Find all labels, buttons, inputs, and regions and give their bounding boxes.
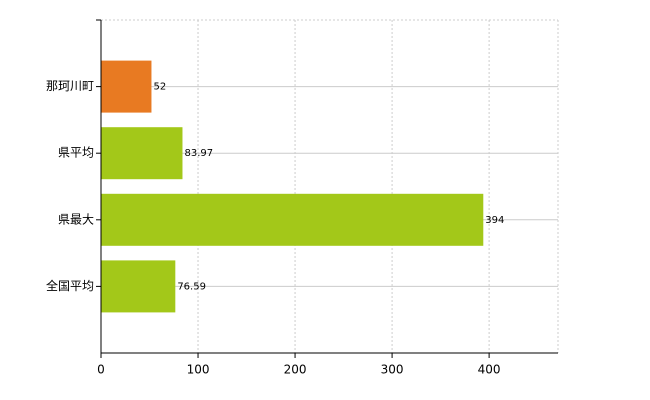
y-tick-label: 県平均 xyxy=(58,146,94,160)
bar xyxy=(101,127,183,180)
value-label: 83.97 xyxy=(184,148,213,159)
y-tick-label: 県最大 xyxy=(58,212,94,226)
x-tick-label: 200 xyxy=(284,363,307,377)
x-tick-label: 400 xyxy=(478,363,501,377)
value-label: 76.59 xyxy=(177,281,206,292)
bar xyxy=(101,60,152,113)
value-label: 52 xyxy=(153,82,166,93)
x-tick-label: 100 xyxy=(187,363,210,377)
bar xyxy=(101,260,176,313)
value-label: 394 xyxy=(485,215,504,226)
x-tick-label: 300 xyxy=(381,363,404,377)
x-tick-label: 0 xyxy=(97,363,105,377)
y-tick-label: 全国平均 xyxy=(46,278,94,293)
bar xyxy=(101,193,484,246)
y-tick-label: 那珂川町 xyxy=(46,79,94,93)
